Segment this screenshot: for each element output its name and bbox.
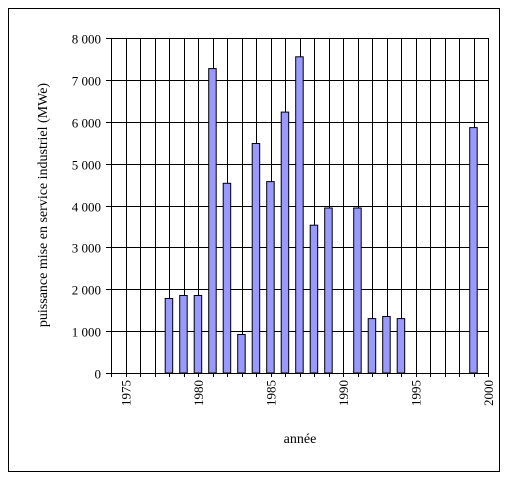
bar <box>280 111 290 374</box>
bar <box>324 207 333 374</box>
x-tick-labels: 1975 1980 1985 1990 1995 2000 <box>119 380 497 406</box>
x-axis-title: année <box>284 432 317 447</box>
bar <box>251 143 261 374</box>
bar <box>179 295 188 374</box>
y-tick-label: 7 000 <box>72 74 101 89</box>
bar <box>367 318 377 374</box>
x-tick-label: 1985 <box>264 380 279 406</box>
y-tick-labels: 0 1 000 2 000 3 000 4 000 5 000 6 000 7 000 8 00… <box>72 32 101 382</box>
bar <box>382 316 391 374</box>
y-tick-label: 6 000 <box>72 116 101 131</box>
bar <box>237 334 246 374</box>
axes <box>106 38 489 377</box>
y-axis-title: puissance mise en service industriel (MW… <box>36 83 51 328</box>
y-tick-label: 1 000 <box>72 325 101 340</box>
x-tick-label: 1990 <box>336 380 351 406</box>
y-tick-label: 4 000 <box>72 200 101 215</box>
bar <box>193 295 203 374</box>
y-tick-label: 5 000 <box>72 158 101 173</box>
bar <box>309 224 319 374</box>
bar <box>208 68 217 374</box>
bar <box>469 127 478 374</box>
y-tick-label: 2 000 <box>72 283 101 298</box>
bar <box>164 298 174 374</box>
bar <box>295 56 304 374</box>
y-tick-label: 3 000 <box>72 241 101 256</box>
x-tick-label: 1995 <box>409 380 424 406</box>
y-tick-label: 8 000 <box>72 32 101 47</box>
x-tick-label: 1975 <box>119 380 134 406</box>
bar <box>266 181 275 374</box>
x-tick-label: 1980 <box>191 380 206 406</box>
bar <box>396 318 406 374</box>
bar <box>222 182 232 374</box>
bar <box>353 207 362 374</box>
x-tick-label: 2000 <box>481 380 496 406</box>
y-tick-label: 0 <box>95 367 102 382</box>
